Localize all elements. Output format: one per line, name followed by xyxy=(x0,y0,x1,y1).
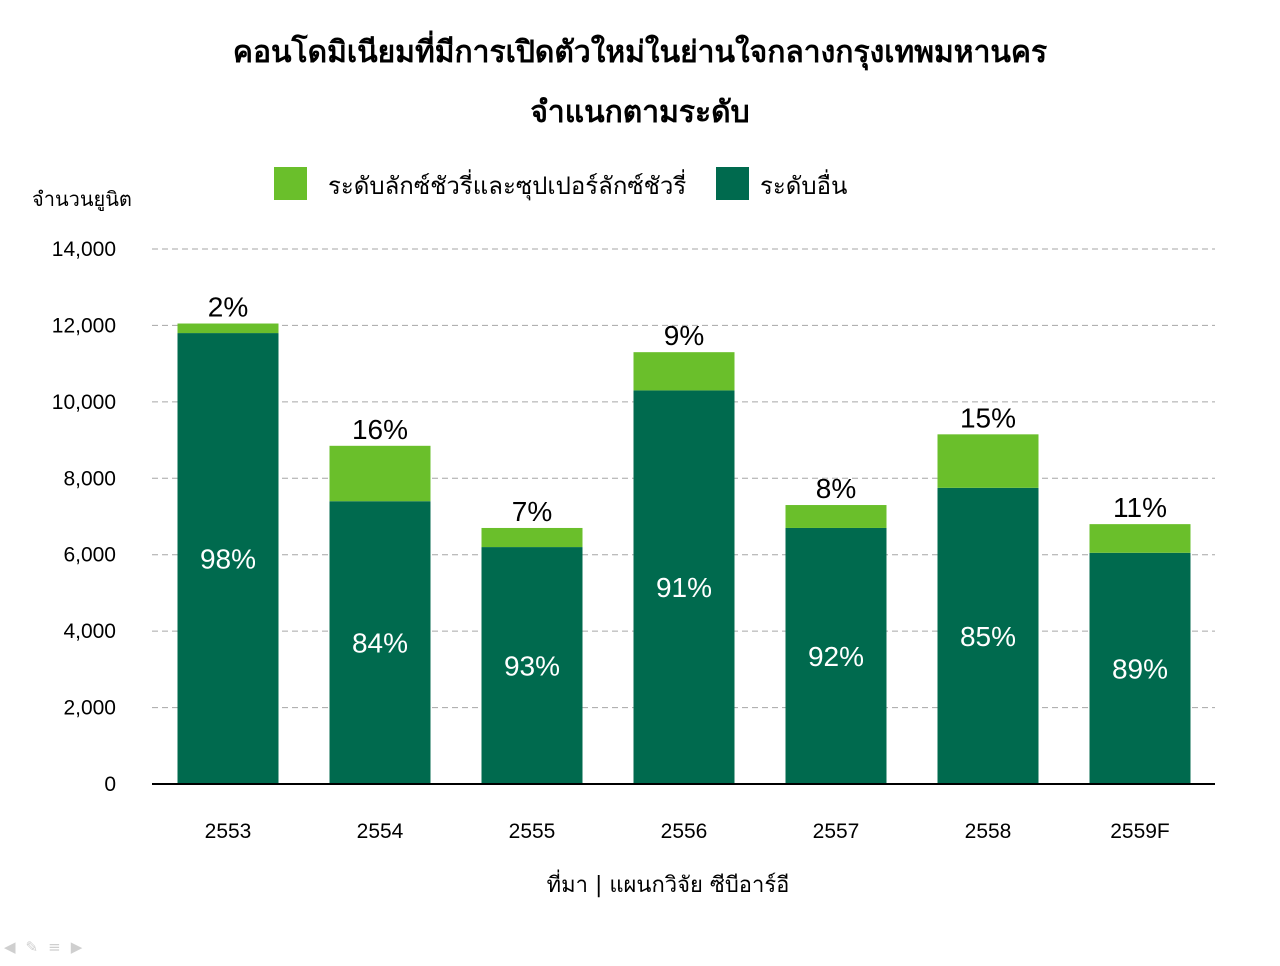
prev-icon[interactable]: ◀ xyxy=(4,938,16,956)
y-tick-label: 0 xyxy=(104,773,116,796)
legend-swatch-luxury xyxy=(274,167,307,200)
x-tick-label: 2556 xyxy=(661,820,708,843)
data-label-luxury: 16% xyxy=(352,414,408,445)
bar-luxury-2553 xyxy=(177,323,279,334)
data-label-other: 89% xyxy=(1112,653,1168,684)
data-label-other: 91% xyxy=(656,572,712,603)
y-tick-labels: 0 2,000 4,000 6,000 8,000 10,000 12,000 14,000 xyxy=(52,238,116,796)
bar-other-2559F xyxy=(1089,552,1191,784)
bar-other-2556 xyxy=(633,390,735,784)
y-tick-label: 12,000 xyxy=(52,314,116,337)
chart-title-line-1: คอนโดมิเนียมที่มีการเปิดตัวใหม่ในย่านใจก… xyxy=(233,30,1047,71)
source-note: ที่มา | แผนกวิจัย ซีบีอาร์อี xyxy=(547,869,790,898)
y-tick-label: 10,000 xyxy=(52,391,116,414)
data-label-luxury: 2% xyxy=(208,292,248,323)
bars xyxy=(177,323,1191,784)
y-tick-label: 6,000 xyxy=(63,544,116,567)
x-tick-label: 2557 xyxy=(813,820,860,843)
bar-luxury-2558 xyxy=(937,434,1039,488)
menu-icon[interactable]: ≡ xyxy=(48,938,61,956)
bar-luxury-2554 xyxy=(329,445,431,502)
data-label-luxury: 11% xyxy=(1113,492,1167,523)
legend-label-luxury: ระดับลักซ์ชัวรี่และซุปเปอร์ลักซ์ชัวรี่ xyxy=(328,169,686,201)
data-labels: 2% 98% 16% 84% 7% 93% 9% 91% 8% 92% 15% 85% 11% 89% xyxy=(200,292,1168,685)
bar-luxury-2555 xyxy=(481,527,583,548)
data-label-other: 84% xyxy=(352,628,408,659)
data-label-luxury: 7% xyxy=(512,496,552,527)
bar-other-2557 xyxy=(785,527,887,784)
data-label-other: 93% xyxy=(504,651,560,682)
data-label-luxury: 9% xyxy=(664,320,704,351)
y-axis-label: จำนวนยูนิต xyxy=(32,187,132,212)
data-label-luxury: 8% xyxy=(816,473,856,504)
x-tick-label: 2558 xyxy=(965,820,1012,843)
chart-title-line-2: จำแนกตามระดับ xyxy=(530,95,749,130)
x-tick-labels: 2553 2554 2555 2556 2557 2558 2559F xyxy=(205,820,1170,843)
legend-swatch-other xyxy=(716,167,749,200)
bar-other-2555 xyxy=(481,547,583,784)
y-tick-label: 2,000 xyxy=(63,697,116,720)
data-label-luxury: 15% xyxy=(960,402,1016,433)
data-label-other: 92% xyxy=(808,641,864,672)
bar-luxury-2556 xyxy=(633,352,735,391)
x-tick-label: 2554 xyxy=(357,820,404,843)
bar-other-2558 xyxy=(937,487,1039,784)
bar-luxury-2559F xyxy=(1089,524,1191,553)
x-tick-label: 2559F xyxy=(1110,820,1170,843)
next-icon[interactable]: ▶ xyxy=(70,938,83,956)
bar-luxury-2557 xyxy=(785,505,887,528)
legend: ระดับลักซ์ชัวรี่และซุปเปอร์ลักซ์ชัวรี่ ร… xyxy=(274,167,847,201)
y-tick-label: 8,000 xyxy=(63,467,116,490)
x-tick-label: 2555 xyxy=(509,820,556,843)
slide-nav: ◀ ✎ ≡ ▶ xyxy=(4,938,82,956)
bar-other-2553 xyxy=(177,333,279,784)
pen-icon[interactable]: ✎ xyxy=(25,938,39,956)
y-tick-label: 4,000 xyxy=(63,620,116,643)
x-tick-label: 2553 xyxy=(205,820,252,843)
data-label-other: 98% xyxy=(200,544,256,575)
legend-label-other: ระดับอื่น xyxy=(760,169,847,200)
bar-other-2554 xyxy=(329,501,431,784)
y-tick-label: 14,000 xyxy=(52,238,116,261)
data-label-other: 85% xyxy=(960,621,1016,652)
